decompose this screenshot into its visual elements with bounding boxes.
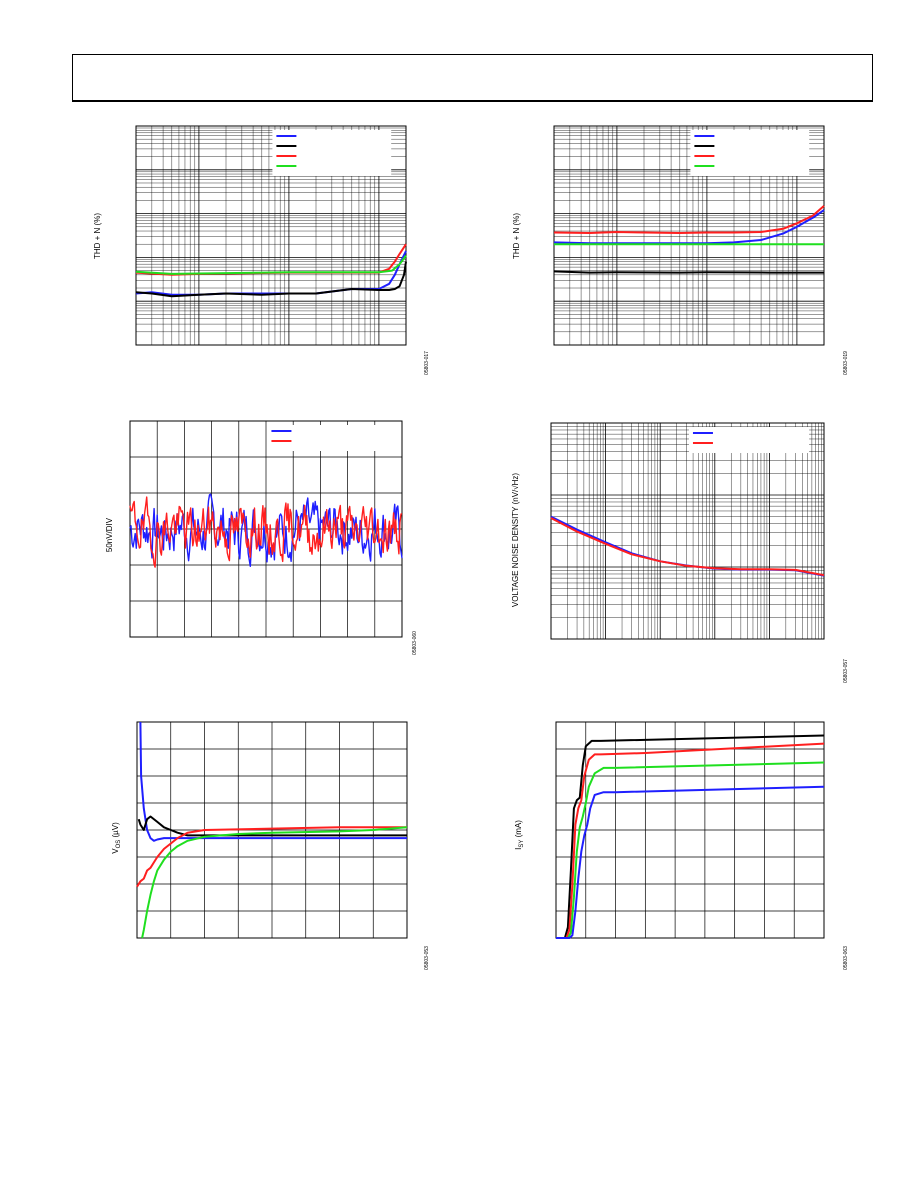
series-line-3 [135, 255, 407, 275]
chart-thd-vs-freq-2: THD + N (%) 05803-019 [512, 125, 849, 375]
page-header-box [72, 54, 873, 102]
series-line-2 [553, 205, 825, 234]
legend-box [690, 130, 810, 176]
series-line-0 [129, 493, 403, 567]
series-line-3 [556, 785, 825, 939]
chart-isy-vs-vsy: ISY (mA) 05803-063 [514, 721, 849, 970]
y-axis-label: VOLTAGE NOISE DENSITY (nV/√Hz) [511, 473, 520, 608]
figure-id: 05803-053 [424, 946, 430, 970]
figure-id: 05803-017 [424, 351, 430, 375]
y-axis-label: THD + N (%) [93, 213, 102, 259]
series-line-0 [139, 721, 407, 842]
legend [690, 130, 810, 176]
legend-box [688, 427, 810, 453]
series-line-1 [137, 815, 407, 837]
y-axis-label: 50nV/DIV [105, 517, 114, 552]
legend [267, 425, 388, 451]
figure-id: 05803-060 [412, 631, 418, 655]
figure-id: 05803-063 [843, 946, 849, 970]
series-line-3 [141, 826, 408, 939]
legend [272, 130, 392, 176]
chart-voltage-noise-density: VOLTAGE NOISE DENSITY (nV/√Hz) 05803-057 [511, 422, 849, 683]
series-line-1 [129, 496, 403, 568]
chart-noise-time: 50nV/DIV 05803-060 [105, 420, 418, 655]
grid [550, 423, 824, 640]
y-axis-label: THD + N (%) [512, 213, 521, 259]
legend [688, 427, 810, 453]
series-line-2 [556, 761, 825, 939]
grid [130, 421, 402, 637]
grid [137, 722, 407, 938]
grid [556, 722, 824, 938]
series-line-0 [556, 734, 825, 939]
y-axis-label: ISY (mA) [514, 820, 525, 850]
plot-area [550, 422, 825, 640]
legend-box [272, 130, 392, 176]
series-line-2 [136, 826, 407, 888]
series-line-1 [556, 742, 825, 939]
chart-vos-warmup: VOS (µV) 05803-053 [111, 721, 430, 970]
y-axis-label: VOS (µV) [111, 822, 122, 854]
chart-thd-vs-freq-1: THD + N (%) 05803-017 [93, 125, 430, 375]
series-line-1 [135, 261, 407, 298]
series-line-1 [553, 270, 824, 274]
series-line-1 [550, 517, 825, 577]
legend-box [267, 425, 388, 451]
figure-id: 05803-057 [843, 659, 849, 683]
figure-id: 05803-019 [843, 351, 849, 375]
